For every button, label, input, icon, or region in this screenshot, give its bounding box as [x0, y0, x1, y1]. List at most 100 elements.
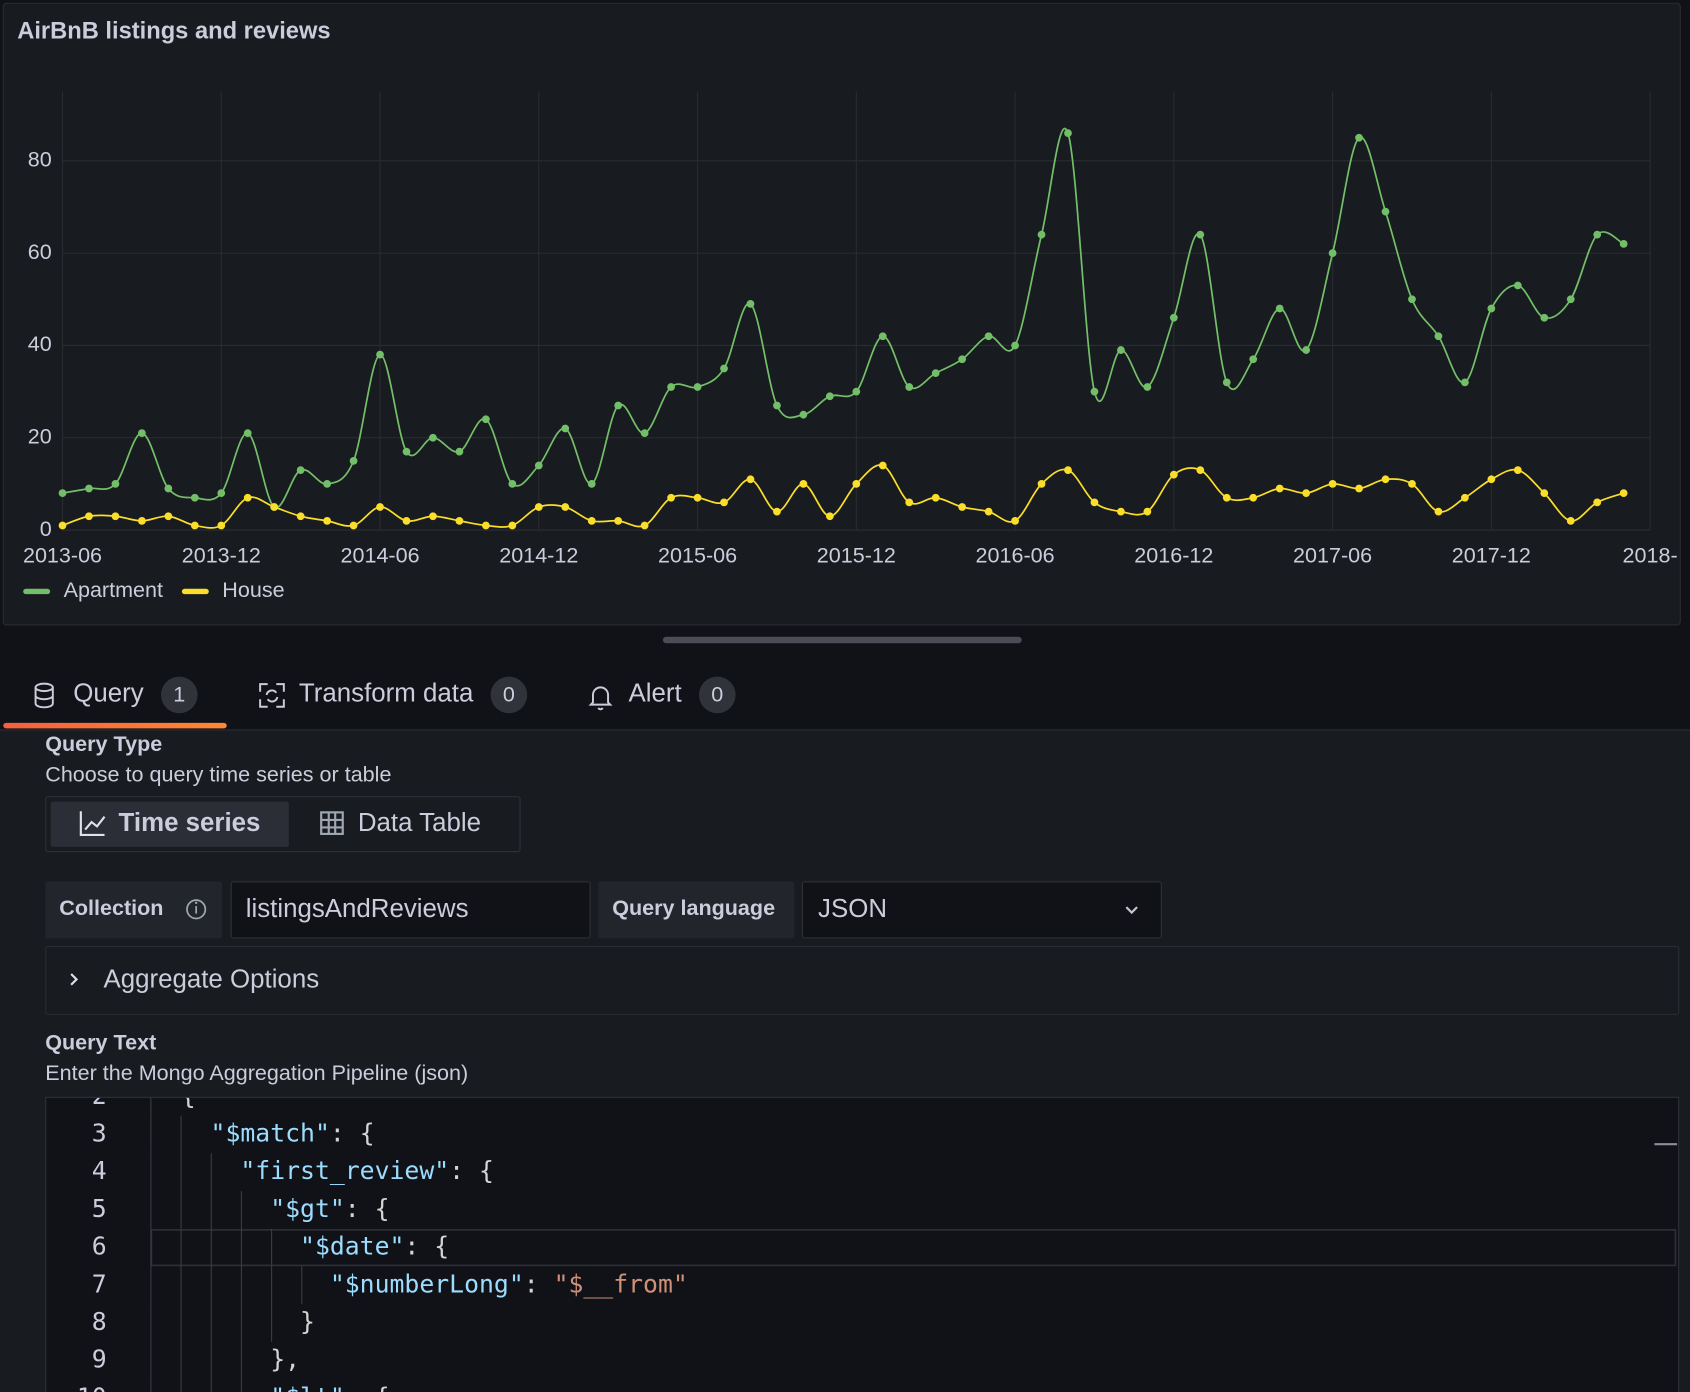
- code-token: "first_review": [240, 1156, 449, 1185]
- x-tick-label: 2014-12: [499, 543, 578, 568]
- data-point: [1434, 507, 1443, 516]
- y-tick-label: 80: [28, 147, 52, 172]
- collapse-title[interactable]: Aggregate Options: [103, 965, 319, 993]
- tab-label[interactable]: Transform data: [299, 680, 474, 708]
- data-point: [561, 503, 570, 511]
- code-token: }: [151, 1307, 315, 1336]
- data-point: [349, 456, 358, 465]
- data-point: [825, 512, 834, 521]
- y-tick-label: 0: [40, 516, 52, 541]
- data-point: [1381, 207, 1390, 216]
- data-point: [508, 480, 517, 488]
- data-point: [243, 493, 252, 502]
- data-point: [1513, 466, 1522, 474]
- x-tick-label: 2017-06: [1293, 543, 1372, 568]
- data-point: [958, 355, 967, 364]
- data-point: [1222, 378, 1231, 387]
- data-point: [1249, 493, 1258, 502]
- chevron-down: [1125, 906, 1138, 915]
- line-number: 2: [92, 1081, 107, 1110]
- data-point: [799, 410, 808, 419]
- code-token: "$numberLong": [330, 1269, 524, 1298]
- data-point: [111, 512, 120, 521]
- data-point: [58, 521, 67, 530]
- data-point: [1143, 383, 1152, 391]
- data-point: [1249, 355, 1258, 364]
- legend-label[interactable]: Apartment: [64, 577, 163, 602]
- radio-option[interactable]: Data Table: [358, 809, 481, 837]
- code-editor[interactable]: [45, 1096, 1680, 1392]
- data-point: [1434, 332, 1443, 341]
- code-token: : {: [345, 1382, 390, 1392]
- icon-part: [588, 686, 613, 711]
- data-point: [958, 503, 967, 511]
- code-line: {: [151, 1081, 196, 1110]
- data-point: [164, 484, 173, 493]
- data-point: [111, 480, 120, 488]
- data-point: [1117, 346, 1125, 354]
- code-token: : {: [449, 1156, 494, 1185]
- data-point: [1011, 341, 1019, 350]
- data-point: [58, 489, 67, 498]
- collapse[interactable]: [45, 945, 1680, 1015]
- x-tick-label: 2015-12: [817, 543, 896, 568]
- data-point: [85, 512, 93, 521]
- code-token: :: [524, 1269, 554, 1298]
- tab-label[interactable]: Alert: [629, 680, 682, 708]
- data-point: [243, 429, 252, 438]
- legend-label[interactable]: House: [222, 577, 284, 602]
- code-token: "$date": [300, 1232, 404, 1261]
- info-icon[interactable]: [186, 899, 207, 920]
- data-point: [138, 429, 146, 438]
- text-input[interactable]: [230, 881, 591, 939]
- data-point: [931, 369, 940, 378]
- data-point: [1143, 507, 1152, 516]
- data-point: [720, 364, 728, 373]
- x-tick-label: 2014-06: [340, 543, 419, 568]
- data-point: [270, 503, 279, 511]
- data-point: [1064, 466, 1072, 474]
- splitter[interactable]: [662, 636, 1022, 644]
- code-token: [151, 1156, 240, 1185]
- y-tick-label: 40: [28, 331, 52, 356]
- data-point: [1540, 489, 1549, 498]
- panel-title: AirBnB listings and reviews: [17, 19, 330, 45]
- data-point: [746, 300, 755, 308]
- select-value: JSON: [818, 895, 887, 923]
- code-line: "$date": {: [151, 1232, 449, 1261]
- select[interactable]: [801, 881, 1162, 939]
- code-token: [151, 1119, 211, 1148]
- code-token: "$match": [211, 1119, 330, 1148]
- code-lines: 2 {3 "$match": {4 "first_review": {5 "$g…: [77, 1081, 1677, 1392]
- data-point: [905, 383, 914, 391]
- tab-label[interactable]: Query: [73, 680, 144, 708]
- data-point: [561, 424, 570, 433]
- data-point: [296, 466, 305, 474]
- tab-count: 0: [711, 682, 723, 707]
- data-point: [587, 516, 596, 525]
- tab-active-underline: [3, 722, 227, 729]
- data-point: [984, 507, 993, 516]
- data-point: [693, 383, 702, 391]
- field-label: Query Type: [45, 731, 162, 756]
- data-point: [852, 480, 861, 488]
- code-line: "$lt": {: [151, 1382, 390, 1392]
- x-tick-label: 2013-06: [23, 543, 102, 568]
- data-point: [1566, 516, 1575, 525]
- icon-part: [259, 683, 285, 708]
- data-point: [1619, 489, 1628, 498]
- radio-selected[interactable]: [50, 801, 289, 847]
- data-point: [1355, 484, 1363, 493]
- tab-count: 0: [503, 682, 515, 707]
- data-point: [984, 332, 993, 341]
- data-point: [1381, 475, 1390, 484]
- data-point: [1540, 313, 1549, 322]
- data-point: [773, 401, 781, 410]
- data-point: [931, 493, 940, 502]
- data-point: [746, 475, 755, 484]
- data-point: [402, 447, 411, 456]
- data-point: [323, 480, 331, 488]
- radio-option[interactable]: Time series: [119, 809, 261, 837]
- graph-icon: [79, 811, 106, 837]
- data-point: [1117, 507, 1125, 516]
